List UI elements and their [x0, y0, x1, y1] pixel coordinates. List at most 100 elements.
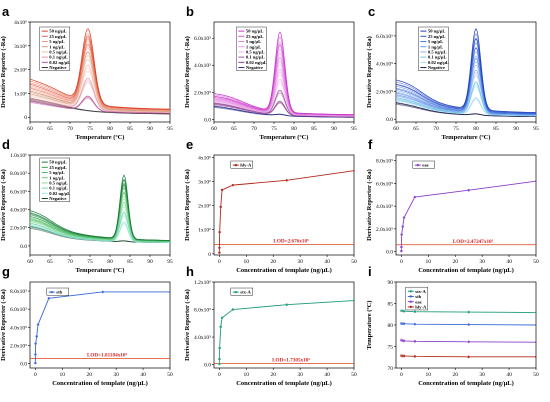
lod-label: LOD=1.81184x10⁵ [87, 352, 128, 358]
x-tick-label: 20 [270, 372, 276, 378]
x-tick-label: 85 [493, 126, 499, 132]
legend-entry: Negative [49, 65, 66, 70]
legend-entry: 0.5 ng/μL [49, 50, 68, 55]
x-tick-label: 60 [393, 126, 399, 132]
x-tick-label: 10 [244, 259, 250, 265]
y-tick-label: 4x10⁶ [14, 20, 27, 26]
data-point [218, 230, 222, 234]
panel-letter-b: b [186, 4, 194, 19]
legend-entry: eae [422, 163, 428, 168]
x-tick-label: 75 [87, 259, 93, 265]
data-point [218, 246, 221, 250]
plot-frame [213, 21, 355, 123]
lod-label: LOD=2.47247x10⁵ [453, 239, 494, 245]
x-tick-label: 10 [426, 372, 432, 378]
y-axis-label: Derivative Reporter (-Ra) [366, 36, 373, 108]
x-tick-label: 95 [167, 259, 173, 265]
legend-box [46, 287, 69, 296]
x-tick-label: 85 [127, 126, 133, 132]
x-tick-label: 90 [147, 259, 153, 265]
melt-curve-0-02-ng-l [214, 102, 354, 118]
legend-entry: 5 ng/μL [49, 170, 64, 175]
data-point [401, 225, 405, 228]
y-tick-label: 2.0x10⁵ [10, 343, 27, 349]
y-tick-label: 2x10⁶ [198, 204, 211, 210]
x-tick-label: 10 [244, 372, 250, 378]
data-point [400, 245, 403, 249]
legend-box [39, 157, 70, 202]
legend-entry: 0.02 ng/μL [49, 60, 70, 65]
legend-entry: 50 ng/μL [246, 29, 264, 34]
legend-entry: Negative [246, 65, 263, 70]
data-point [36, 323, 40, 326]
lod-label: LOD=2.676x10⁵ [273, 239, 309, 245]
panel-h: h 0 10 20 30 40 50 0.0 4.0x10⁵ 8.0x10⁵ 1.2x10⁶ Conc… [184, 264, 357, 387]
melt-curve-1-ng-l [30, 198, 170, 242]
y-tick-label: 0.0 [204, 117, 211, 123]
x-tick-label: 30 [479, 372, 485, 378]
y-tick-label: 2x10⁶ [14, 68, 27, 74]
legend-entry: 0.1 ng/μL [428, 55, 447, 60]
x-tick-label: 75 [271, 126, 277, 132]
x-tick-label: 40 [506, 259, 512, 265]
x-tick-label: 90 [513, 126, 519, 132]
x-tick-label: 30 [297, 372, 303, 378]
x-tick-label: 30 [297, 259, 303, 265]
x-tick-label: 95 [533, 126, 539, 132]
melt-curve-negative [396, 103, 536, 118]
x-tick-label: 90 [331, 126, 337, 132]
data-point [467, 355, 471, 359]
y-tick-label: 3x10⁶ [14, 44, 27, 50]
x-tick-label: 50 [167, 372, 173, 378]
melt-curve-50-ng-l [214, 41, 354, 116]
y-tick-label: 85 [388, 302, 394, 308]
y-tick-label: 0.0 [20, 361, 27, 367]
data-point [402, 309, 406, 313]
y-axis-label: Derivative Reporter (-Ra) [184, 169, 191, 241]
legend-entry: 50 ng/μL [49, 29, 67, 34]
panel-letter-h: h [186, 264, 194, 279]
y-tick-label: 90 [388, 280, 394, 286]
y-tick-label: 0.0 [20, 244, 27, 250]
plot-frame [213, 154, 355, 256]
data-point [413, 195, 417, 199]
melt-curve-0-1-ng-l [396, 85, 536, 116]
melt-curve-50-ng-l [30, 182, 170, 241]
x-tick-label: 40 [324, 372, 330, 378]
legend-box [418, 26, 449, 71]
legend-entry: 0.5 ng/μL [428, 50, 447, 55]
x-tick-label: 20 [86, 372, 92, 378]
data-point [467, 188, 471, 192]
legend-entry: 0.02 ng/μL [49, 191, 70, 196]
legend-marker [234, 163, 237, 167]
x-tick-label: 70 [67, 259, 73, 265]
legend-marker [50, 290, 53, 294]
data-point [352, 169, 354, 173]
panel-letter-i: i [368, 264, 372, 279]
x-tick-label: 65 [231, 126, 237, 132]
legend-entry: 0.5 ng/μL [246, 50, 265, 55]
y-axis-label: Derivative Reporter (-Ra) [184, 36, 191, 108]
legend-entry: 50 ng/μL [428, 29, 446, 34]
y-tick-label: 4.0x10⁵ [376, 62, 393, 68]
data-point [413, 354, 417, 358]
y-axis-label: Temperature (ºC) [366, 301, 373, 350]
x-tick-label: 30 [479, 259, 485, 265]
data-point [467, 310, 471, 314]
legend-entry: 1 ng/μL [428, 44, 443, 49]
melt-curve-1-ng-l [30, 58, 170, 112]
legend-entry: 1 ng/μL [246, 44, 261, 49]
x-tick-label: 40 [506, 372, 512, 378]
legend-entry: 25 ng/μL [428, 34, 446, 39]
x-axis-label: Concentration of template (ng/μL) [418, 267, 514, 274]
legend-entry: 25 ng/μL [246, 34, 264, 39]
legend-entry: hly-A [240, 163, 252, 168]
series-line-stb [34, 291, 170, 364]
legend-entry: 0.02 ng/μL [246, 60, 267, 65]
y-tick-label: 2.0x10⁵ [376, 227, 393, 233]
plot-frame [395, 154, 537, 256]
lod-label: LOD=1.7305x10⁵ [272, 358, 310, 364]
legend-box [412, 160, 435, 169]
x-tick-label: 0 [218, 372, 221, 378]
y-tick-label: 0.0 [386, 250, 393, 256]
